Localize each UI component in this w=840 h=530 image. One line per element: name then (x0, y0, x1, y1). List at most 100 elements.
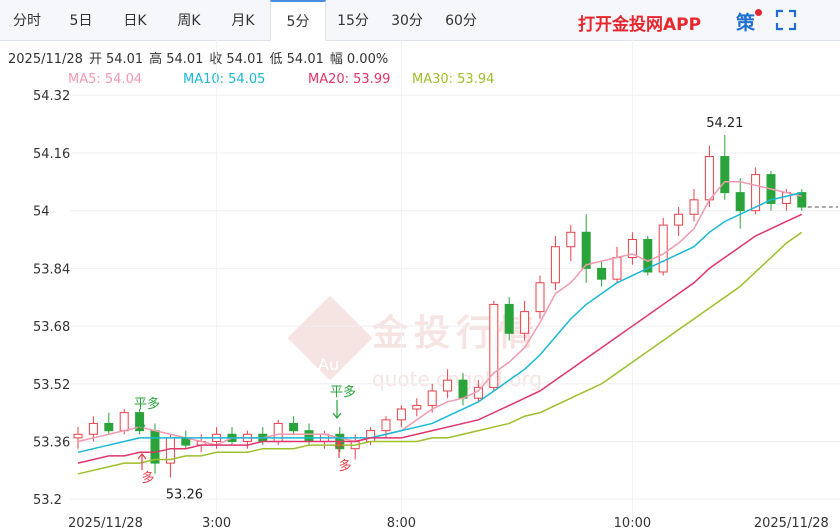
candle-body (443, 379, 453, 392)
tab[interactable]: 月K (231, 13, 255, 29)
tab[interactable]: 分时 (13, 13, 41, 29)
candle-body (135, 412, 145, 432)
candle-body (550, 246, 560, 284)
y-tick-label: 53.52 (33, 378, 70, 393)
ma-line (77, 231, 803, 475)
info-text: 54.01 (106, 52, 143, 67)
candle-body (689, 199, 699, 215)
signal-label: 平多 (134, 396, 160, 412)
info-text: 54.01 (226, 52, 263, 67)
y-tick-label: 53.84 (33, 262, 70, 277)
candle-body (566, 231, 576, 248)
candle-body (535, 282, 545, 313)
info-text: 高 (149, 51, 162, 67)
x-tick-label: 2025/11/28 (68, 516, 143, 530)
candle-body (720, 156, 730, 194)
chart: 2025/11/28 开 54.01 高 54.01 收 54.01 低 54.01 幅 0.00%… (8, 40, 840, 530)
candle-body (273, 422, 283, 442)
tab[interactable]: 5分 (270, 0, 326, 41)
signal-arrow (334, 441, 344, 458)
legend-entry: MA5: 54.04 (68, 72, 142, 87)
candle-body (150, 430, 160, 464)
candle-body (396, 408, 406, 421)
low-label: 53.26 (166, 488, 203, 503)
x-tick-label: 3:00 (202, 516, 231, 530)
candle-body (781, 192, 791, 204)
candle-body (751, 174, 761, 212)
info-text: 低 (270, 52, 283, 67)
info-text: 幅 (330, 52, 343, 67)
tab[interactable]: 60分 (445, 13, 477, 29)
candle-body (412, 404, 422, 410)
y-tick-label: 54 (33, 205, 50, 220)
tab[interactable]: 周K (177, 13, 201, 29)
fullscreen-button[interactable] (775, 9, 797, 31)
ma-line (77, 213, 803, 464)
candle-body (73, 433, 83, 439)
tab[interactable]: 日K (123, 13, 147, 29)
signal-arrow (332, 400, 342, 419)
ma-line (77, 191, 802, 454)
watermark-title: 金投行情 (371, 312, 540, 354)
candle-body (797, 192, 807, 208)
y-tick-label: 53.2 (33, 493, 62, 508)
candle-body (366, 430, 376, 442)
candle-body (304, 430, 314, 442)
y-tick-label: 54.16 (33, 147, 70, 162)
candle-body (597, 267, 607, 280)
x-tick-label: 2025/11/28 (754, 516, 829, 530)
notification-dot (755, 9, 762, 16)
candle-body (489, 303, 499, 388)
y-tick-label: 53.68 (33, 320, 70, 335)
candle-body (658, 224, 668, 273)
tab-bar: 分时 5日 日K 周K 月K 5分 15分 30分 60分 (0, 0, 840, 41)
candle-body (289, 422, 299, 432)
candle-body (104, 422, 114, 432)
signal-arrow (136, 412, 146, 431)
legend-entry: MA20: 53.99 (308, 72, 390, 87)
strategy-button[interactable]: 策 (736, 12, 756, 34)
tab[interactable]: 5日 (69, 13, 93, 29)
signal-label: 平多 (330, 384, 356, 400)
watermark: Au 金投行情 quote.cngold.org (287, 295, 542, 391)
info-text: 54.01 (166, 52, 203, 67)
candle-body (520, 311, 530, 334)
watermark-logo-text: Au (318, 355, 339, 374)
info-text: 收 (209, 52, 222, 67)
tab[interactable]: 15分 (337, 13, 369, 29)
candle-body (458, 379, 468, 399)
tab[interactable]: 30分 (391, 13, 423, 29)
signal-label: 多 (338, 458, 351, 474)
candle-body (504, 303, 514, 334)
legend-entry: MA10: 54.05 (183, 72, 265, 87)
info-text: 2025/11/28 (8, 52, 83, 67)
info-text: 54.01 (287, 52, 324, 67)
candle-body (735, 192, 745, 212)
y-tick-label: 54.32 (33, 89, 70, 104)
candle-body (581, 231, 591, 269)
ma-line (77, 181, 802, 446)
candle-body (704, 156, 714, 201)
candle-body (612, 257, 622, 280)
candle-body (627, 239, 637, 259)
info-text: 开 (89, 52, 102, 67)
promo-link[interactable]: 打开金投网APP (578, 15, 702, 35)
candle-body (643, 239, 653, 273)
candle-body (119, 412, 129, 432)
signal-arrow (137, 453, 147, 470)
y-tick-label: 53.36 (33, 435, 70, 450)
signal-label: 多 (141, 470, 154, 486)
watermark-url: quote.cngold.org (372, 367, 542, 391)
info-text: 0.00% (347, 52, 388, 67)
quote-info: 2025/11/28 开 54.01 高 54.01 收 54.01 低 54.01 幅 0.00% (8, 51, 388, 67)
high-label: 54.21 (706, 116, 743, 131)
watermark-logo (287, 295, 373, 381)
candle-body (427, 390, 437, 406)
candle-body (88, 422, 98, 435)
legend-entry: MA30: 53.94 (412, 72, 494, 87)
x-tick-label: 10:00 (614, 516, 651, 530)
candle-body (381, 419, 391, 432)
x-tick-label: 8:00 (387, 516, 416, 530)
candle-body (674, 213, 684, 226)
